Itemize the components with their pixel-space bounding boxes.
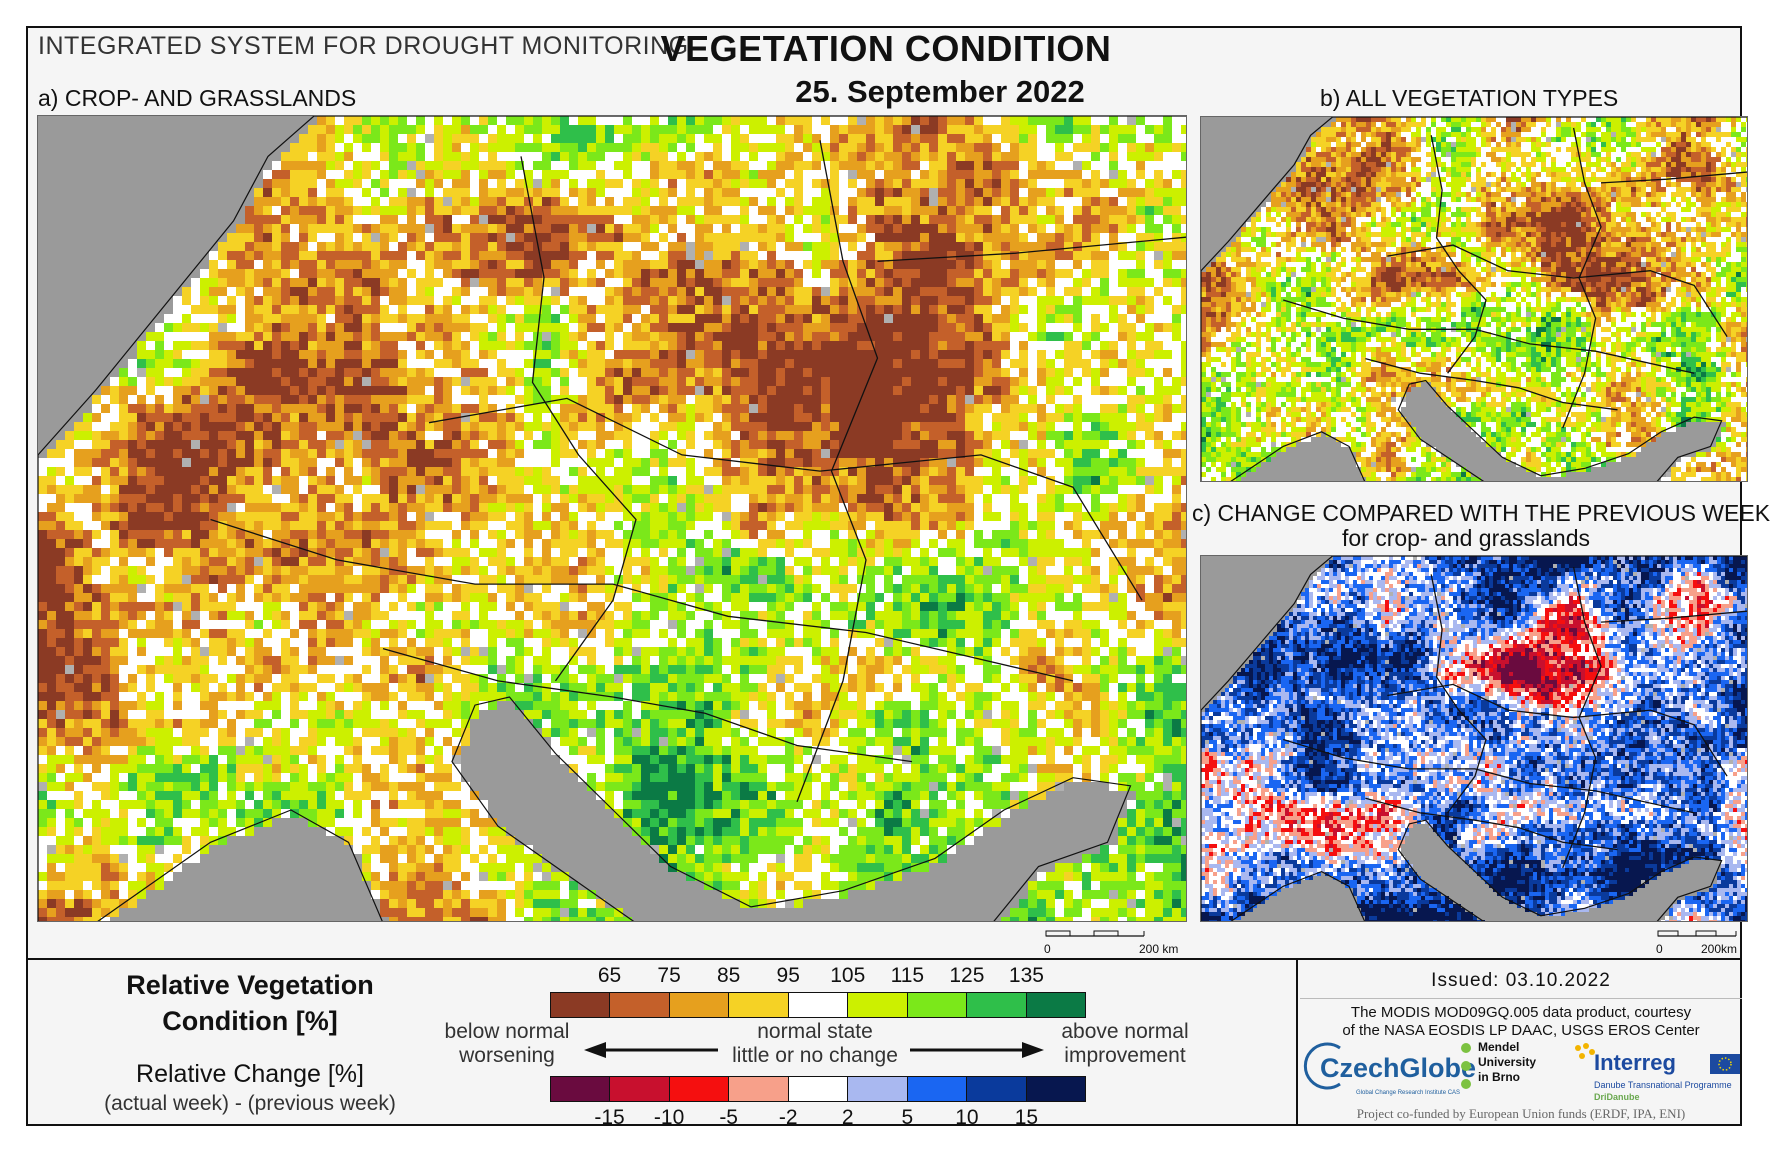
condition-tick-label: 125 xyxy=(949,964,984,988)
change-tick-label: -2 xyxy=(779,1106,798,1130)
scale-c-zero: 0 xyxy=(1656,942,1663,956)
mendel-line-3: in Brno xyxy=(1478,1070,1536,1085)
issued-date: Issued: 03.10.2022 xyxy=(1300,970,1742,992)
change-swatch xyxy=(1026,1077,1085,1101)
change-tick-label: -5 xyxy=(719,1106,738,1130)
condition-tick-label: 65 xyxy=(598,964,621,988)
scale-bar-c: 0 200km xyxy=(1656,928,1756,958)
below-normal-label: below normal worsening xyxy=(432,1020,582,1068)
condition-tick-label: 135 xyxy=(1009,964,1044,988)
change-swatch xyxy=(788,1077,849,1101)
eu-flag-icon xyxy=(1710,1054,1740,1074)
change-tick-label: 2 xyxy=(842,1106,854,1130)
condition-legend-title-2: Condition [%] xyxy=(60,1006,440,1037)
mendel-logo-icon xyxy=(1461,1043,1471,1089)
change-swatch xyxy=(848,1077,908,1101)
issued-separator xyxy=(1300,998,1742,999)
interreg-subtitle: Danube Transnational Programme xyxy=(1594,1080,1732,1090)
condition-swatch xyxy=(669,993,730,1017)
czechglobe-logo: CzechGlobe xyxy=(1320,1053,1476,1084)
report-date: 25. September 2022 xyxy=(0,74,1772,110)
condition-legend-title-1: Relative Vegetation xyxy=(60,970,440,1001)
map-weekly-change xyxy=(1200,555,1748,922)
interreg-star-icon xyxy=(1575,1043,1595,1059)
below-normal-text: below normal xyxy=(432,1020,582,1044)
scale-a-zero: 0 xyxy=(1044,942,1051,956)
scale-c-end: 200km xyxy=(1701,942,1737,956)
right-arrow-icon xyxy=(910,1042,1044,1058)
normal-state-label: normal state little or no change xyxy=(720,1020,910,1068)
panel-c-label: c) CHANGE COMPARED WITH THE PREVIOUS WEE… xyxy=(1192,500,1770,527)
map-all-vegetation xyxy=(1200,116,1748,482)
change-tick-label: 5 xyxy=(901,1106,913,1130)
above-normal-text: above normal xyxy=(1050,1020,1200,1044)
change-tick-label: 10 xyxy=(955,1106,978,1130)
change-swatch xyxy=(967,1077,1027,1101)
czechglobe-subtitle: Global Change Research Institute CAS xyxy=(1356,1090,1460,1096)
data-credit: The MODIS MOD09GQ.005 data product, cour… xyxy=(1300,1004,1742,1040)
condition-tick-label: 75 xyxy=(657,964,680,988)
system-title: INTEGRATED SYSTEM FOR DROUGHT MONITORING xyxy=(38,32,689,61)
change-color-scale xyxy=(550,1076,1086,1102)
change-tick-label: -10 xyxy=(654,1106,684,1130)
change-swatch xyxy=(551,1077,611,1101)
change-swatch xyxy=(610,1077,670,1101)
map-crop-grasslands xyxy=(37,115,1187,922)
panel-b-label: b) ALL VEGETATION TYPES xyxy=(1320,85,1618,112)
panel-a-label: a) CROP- AND GRASSLANDS xyxy=(38,85,356,112)
normal-state-text: normal state xyxy=(720,1020,910,1044)
main-title: VEGETATION CONDITION xyxy=(0,28,1772,70)
improvement-text: improvement xyxy=(1050,1044,1200,1068)
little-change-text: little or no change xyxy=(720,1044,910,1068)
change-swatch xyxy=(669,1077,730,1101)
mendel-line-1: Mendel xyxy=(1478,1040,1536,1055)
panel-c-sublabel: for crop- and grasslands xyxy=(1342,525,1590,552)
change-swatch xyxy=(907,1077,968,1101)
mendel-logo: Mendel University in Brno xyxy=(1478,1040,1536,1085)
condition-swatch xyxy=(907,993,968,1017)
legend-divider xyxy=(26,958,1742,960)
dridanube-label: DriDanube xyxy=(1594,1092,1640,1102)
czechglobe-logo-icon xyxy=(1303,1042,1341,1090)
mendel-line-2: University xyxy=(1478,1055,1536,1070)
left-arrow-icon xyxy=(584,1042,718,1058)
condition-swatch xyxy=(788,993,849,1017)
condition-swatch xyxy=(848,993,908,1017)
change-tick-label: -15 xyxy=(594,1106,624,1130)
condition-swatch xyxy=(551,993,611,1017)
worsening-text: worsening xyxy=(432,1044,582,1068)
condition-swatch xyxy=(1026,993,1085,1017)
condition-swatch xyxy=(967,993,1027,1017)
change-legend-title: Relative Change [%] xyxy=(60,1060,440,1089)
credit-line-2: of the NASA EOSDIS LP DAAC, USGS EROS Ce… xyxy=(1300,1022,1742,1040)
condition-tick-label: 105 xyxy=(830,964,865,988)
credits-divider xyxy=(1296,958,1298,1126)
funding-note: Project co-funded by European Union fund… xyxy=(1300,1106,1742,1122)
condition-color-scale xyxy=(550,992,1086,1018)
interreg-logo: Interreg xyxy=(1594,1050,1676,1076)
condition-tick-label: 85 xyxy=(717,964,740,988)
condition-swatch xyxy=(729,993,789,1017)
change-tick-label: 15 xyxy=(1015,1106,1038,1130)
condition-swatch xyxy=(610,993,670,1017)
scale-bar-a: 0 200 km xyxy=(1044,928,1184,958)
above-normal-label: above normal improvement xyxy=(1050,1020,1200,1068)
credit-line-1: The MODIS MOD09GQ.005 data product, cour… xyxy=(1300,1004,1742,1022)
scale-a-end: 200 km xyxy=(1139,942,1178,956)
change-swatch xyxy=(729,1077,789,1101)
condition-tick-label: 95 xyxy=(777,964,800,988)
condition-tick-label: 115 xyxy=(891,964,924,988)
change-legend-formula: (actual week) - (previous week) xyxy=(60,1092,440,1116)
